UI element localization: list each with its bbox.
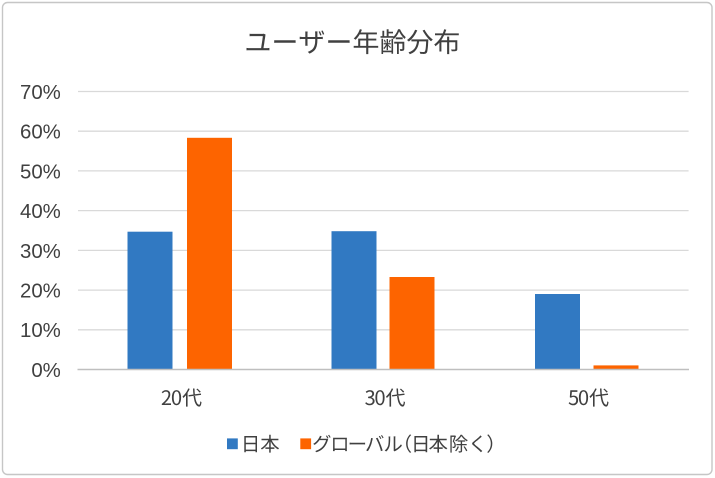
svg-text:70%: 70% [20,82,61,104]
svg-text:50%: 50% [20,161,61,183]
svg-text:60%: 60% [20,122,61,144]
svg-text:30%: 30% [20,241,61,263]
svg-text:0%: 0% [31,360,60,382]
svg-text:40%: 40% [20,201,61,223]
svg-text:20%: 20% [20,281,61,303]
svg-text:10%: 10% [20,320,61,342]
